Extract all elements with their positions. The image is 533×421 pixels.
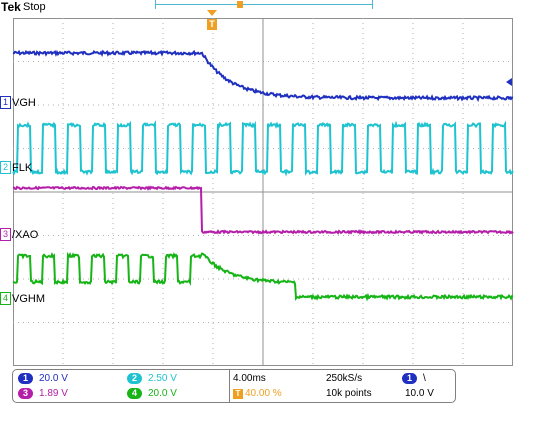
channel-1-name: VGH xyxy=(12,96,36,109)
trigger-source-badge: 1 xyxy=(402,373,417,384)
channel-3-trace xyxy=(12,185,514,235)
brand-logo: Tek xyxy=(1,0,21,14)
channel-4-scale: 20.0 V xyxy=(148,388,177,399)
channel-3-number: 3 xyxy=(0,228,11,241)
trigger-source-readout[interactable]: 1 \ xyxy=(402,373,426,384)
channel-4-marker[interactable]: 4 VGHM xyxy=(0,292,45,305)
channel-1-readout[interactable]: 1 20.0 V xyxy=(18,373,68,384)
trigger-position-readout[interactable]: T 40.00 % xyxy=(233,388,282,399)
readout-panel: 1 20.0 V 2 2.50 V 3 1.89 V 4 20.0 V 4.00… xyxy=(12,369,456,403)
channel-1-trace xyxy=(12,49,514,103)
channel-2-readout[interactable]: 2 2.50 V xyxy=(127,373,177,384)
channel-1-badge: 1 xyxy=(18,373,33,384)
channel-2-marker[interactable]: 2 FLK xyxy=(0,161,32,174)
record-view-bar[interactable] xyxy=(155,0,373,9)
record-length[interactable]: 10k points xyxy=(326,388,372,399)
channel-1-marker[interactable]: 1 VGH xyxy=(0,96,36,109)
channel-2-badge: 2 xyxy=(127,373,142,384)
channel-4-badge: 4 xyxy=(127,388,142,399)
channel-4-number: 4 xyxy=(0,292,11,305)
trigger-position-value: 40.00 % xyxy=(245,388,282,399)
channel-1-number: 1 xyxy=(0,96,11,109)
trigger-level-arrow-icon[interactable] xyxy=(506,78,512,86)
channel-4-readout[interactable]: 4 20.0 V xyxy=(127,388,177,399)
readout-divider xyxy=(229,370,230,402)
channel-2-number: 2 xyxy=(0,161,11,174)
channel-4-trace xyxy=(12,251,514,302)
channel-2-scale: 2.50 V xyxy=(148,373,177,384)
top-status-bar: Tek Stop xyxy=(0,0,533,18)
time-per-div[interactable]: 4.00ms xyxy=(233,373,266,384)
trigger-position-icon: T xyxy=(233,388,243,399)
trigger-position-marker[interactable]: T xyxy=(207,10,218,32)
channel-3-name: /XAO xyxy=(12,228,39,241)
trigger-slope-icon: \ xyxy=(423,373,426,384)
trigger-level[interactable]: 10.0 V xyxy=(405,388,434,399)
channel-3-marker[interactable]: 3 /XAO xyxy=(0,228,38,241)
channel-3-readout[interactable]: 3 1.89 V xyxy=(18,388,68,399)
record-window-marker[interactable] xyxy=(237,1,243,8)
trigger-label: T xyxy=(207,18,217,30)
channel-3-badge: 3 xyxy=(18,388,33,399)
trigger-arrow-icon xyxy=(207,10,217,16)
channel-4-name: VGHM xyxy=(12,292,45,305)
channel-2-trace xyxy=(12,119,514,177)
channel-2-name: FLK xyxy=(12,161,33,174)
acquisition-status: Stop xyxy=(23,1,46,13)
sample-rate[interactable]: 250kS/s xyxy=(326,373,363,384)
channel-3-scale: 1.89 V xyxy=(39,388,68,399)
channel-1-scale: 20.0 V xyxy=(39,373,68,384)
